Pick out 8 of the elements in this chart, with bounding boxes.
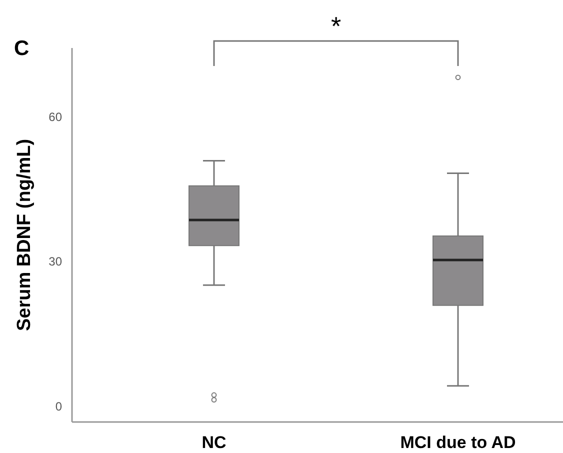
y-axis-title: Serum BDNF (ng/mL) [14,138,35,332]
x-tick-label: NC [202,433,226,452]
text: * [330,11,342,41]
y-tick-label: 0 [55,399,62,414]
y-tick-label: 60 [48,110,62,124]
y-tick-label: 30 [48,254,62,269]
x-tick-label: MCI due to AD [400,433,516,452]
chart-title: C [14,37,30,60]
